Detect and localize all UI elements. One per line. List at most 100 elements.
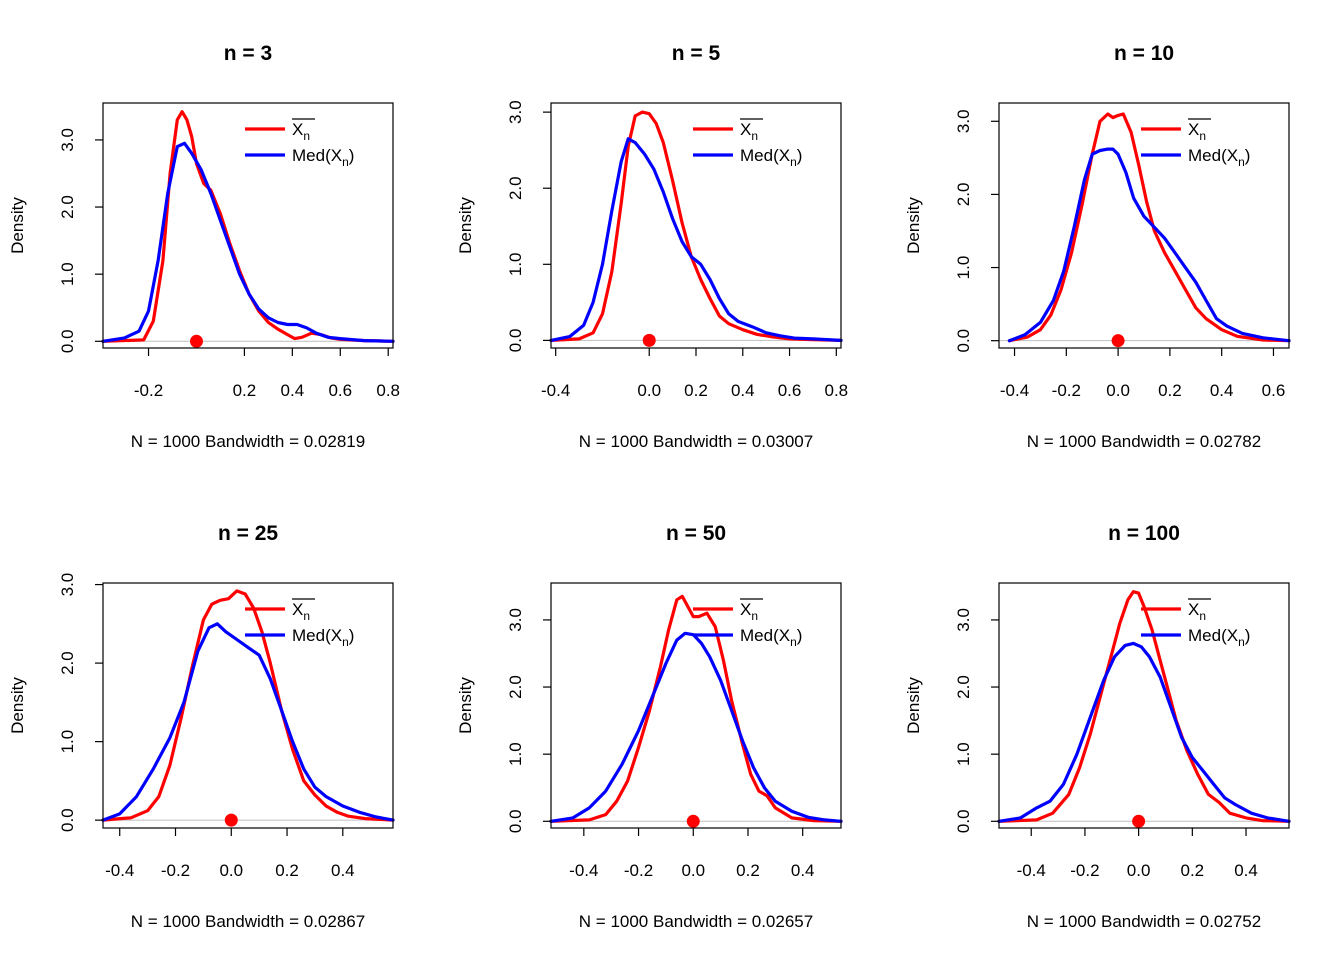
legend-mean-symbol: X <box>740 120 751 139</box>
legend-median-text: Med(X <box>740 626 790 645</box>
plot-frame <box>102 582 394 829</box>
y-tick-label: 3.0 <box>58 573 77 597</box>
y-tick-label: 3.0 <box>506 608 525 632</box>
y-tick-label: 3.0 <box>58 128 77 152</box>
legend-mean-label: Xn <box>1188 120 1206 143</box>
legend-mean-subscript: n <box>303 129 310 143</box>
legend-median-label: Med(Xn) <box>740 626 802 649</box>
x-tick-label: 0.2 <box>1181 861 1205 880</box>
x-tick-label: 0.0 <box>637 381 661 400</box>
x-tick-label: 0.6 <box>1262 381 1286 400</box>
plot-frame <box>550 582 842 829</box>
legend-median-subscript: n <box>1238 155 1245 169</box>
y-tick-label: 3.0 <box>954 608 973 632</box>
x-axis-label: N = 1000 Bandwidth = 0.02752 <box>1027 912 1261 931</box>
y-tick-label: 2.0 <box>58 195 77 219</box>
legend-mean-label: Xn <box>292 120 310 143</box>
x-tick-label: -0.2 <box>161 861 190 880</box>
legend-median-label: Med(Xn) <box>1188 626 1250 649</box>
legend-median-close: ) <box>349 146 355 165</box>
x-tick-label: -0.2 <box>624 861 653 880</box>
median-density-line <box>997 641 1291 823</box>
x-tick-label: 0.2 <box>684 381 708 400</box>
x-tick-label: 0.4 <box>1210 381 1234 400</box>
x-tick-label: 0.4 <box>1234 861 1258 880</box>
panel-2: n = 5 N = 1000 Bandwidth = 0.03007 Density… <box>456 42 848 451</box>
legend-median-text: Med(X <box>292 626 342 645</box>
panel-6: n = 100 N = 1000 Bandwidth = 0.02752 Densi… <box>904 522 1291 931</box>
legend-median-subscript: n <box>342 155 349 169</box>
x-tick-label: 0.8 <box>825 381 849 400</box>
mean-density-line <box>101 589 395 822</box>
y-tick-label: 0.0 <box>954 329 973 353</box>
x-tick-label: 0.2 <box>736 861 760 880</box>
y-axis-label: Density <box>904 677 923 734</box>
y-tick-label: 0.0 <box>506 809 525 833</box>
zero-point <box>1111 334 1125 348</box>
x-tick-label: 0.0 <box>1127 861 1151 880</box>
legend-mean-subscript: n <box>303 609 310 623</box>
y-tick-label: 2.0 <box>954 183 973 207</box>
panel-title: n = 100 <box>1108 522 1180 545</box>
legend-mean-label: Xn <box>1188 600 1206 623</box>
legend-mean-subscript: n <box>751 129 758 143</box>
x-tick-label: 0.4 <box>791 861 815 880</box>
mean-density-line <box>549 594 843 823</box>
y-tick-label: 0.0 <box>954 809 973 833</box>
panel-1: n = 3 N = 1000 Bandwidth = 0.02819 Density… <box>8 42 400 451</box>
panel-4: n = 25 N = 1000 Bandwidth = 0.02867 Densit… <box>8 522 395 931</box>
panel-title: n = 5 <box>672 42 721 65</box>
y-tick-label: 1.0 <box>506 252 525 276</box>
y-axis-label: Density <box>8 197 27 254</box>
x-tick-label: 0.2 <box>275 861 299 880</box>
legend-mean-subscript: n <box>1199 129 1206 143</box>
x-tick-label: 0.0 <box>1106 381 1130 400</box>
x-tick-label: 0.0 <box>681 861 705 880</box>
legend-median-label: Med(Xn) <box>292 626 354 649</box>
legend-mean-symbol: X <box>1188 600 1199 619</box>
legend-median-label: Med(Xn) <box>1188 146 1250 169</box>
median-density-line <box>1007 147 1291 343</box>
x-tick-label: -0.2 <box>134 381 163 400</box>
x-tick-label: -0.4 <box>1017 861 1046 880</box>
x-tick-label: 0.6 <box>778 381 802 400</box>
legend-median-text: Med(X <box>740 146 790 165</box>
x-tick-label: 0.8 <box>376 381 400 400</box>
legend-median-label: Med(Xn) <box>292 146 354 169</box>
x-tick-label: 0.6 <box>328 381 352 400</box>
x-tick-label: 0.2 <box>233 381 257 400</box>
x-tick-label: -0.4 <box>1000 381 1029 400</box>
legend-median-close: ) <box>797 626 803 645</box>
legend-mean-symbol: X <box>1188 120 1199 139</box>
panel-3: n = 10 N = 1000 Bandwidth = 0.02782 Densit… <box>904 42 1291 451</box>
legend: Xn Med(Xn) <box>245 118 354 169</box>
y-tick-label: 1.0 <box>954 256 973 280</box>
legend-median-subscript: n <box>790 155 797 169</box>
legend-median-subscript: n <box>790 635 797 649</box>
x-axis-label: N = 1000 Bandwidth = 0.02819 <box>131 432 365 451</box>
y-axis-label: Density <box>456 677 475 734</box>
legend-mean-label: Xn <box>292 600 310 623</box>
y-tick-label: 2.0 <box>506 176 525 200</box>
legend-median-close: ) <box>797 146 803 165</box>
median-density-line <box>549 137 843 342</box>
legend-mean-symbol: X <box>740 600 751 619</box>
x-tick-label: 0.4 <box>331 861 355 880</box>
zero-point <box>189 334 203 348</box>
y-tick-label: 2.0 <box>58 651 77 675</box>
zero-point <box>224 813 238 827</box>
legend: Xn Med(Xn) <box>245 598 354 649</box>
legend-median-text: Med(X <box>1188 626 1238 645</box>
y-tick-label: 0.0 <box>58 329 77 353</box>
median-density-line <box>101 141 395 343</box>
legend-mean-label: Xn <box>740 120 758 143</box>
legend-median-subscript: n <box>342 635 349 649</box>
legend-median-close: ) <box>1245 626 1251 645</box>
x-tick-label: 0.2 <box>1158 381 1182 400</box>
panel-title: n = 25 <box>218 522 278 545</box>
panel-title: n = 10 <box>1114 42 1174 65</box>
